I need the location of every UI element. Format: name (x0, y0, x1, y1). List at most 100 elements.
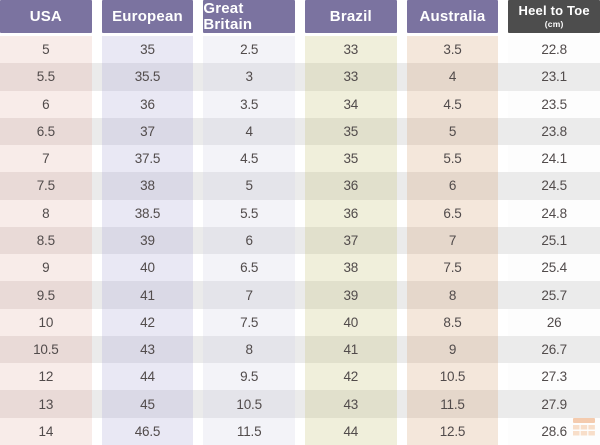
table-cell: 45 (101, 390, 194, 418)
table-cell: 36 (304, 199, 397, 227)
table-cell: 9.5 (203, 363, 295, 391)
table-row: 8 38.5 5.5 36 6.5 24.8 (0, 199, 600, 227)
table-cell: 28.6 (508, 417, 600, 445)
table-cell: 44 (304, 417, 397, 445)
table-cell: 4.5 (203, 145, 295, 173)
table-cell: 23.1 (508, 63, 600, 91)
table-row: 5 35 2.5 33 3.5 22.8 (0, 36, 600, 64)
table-cell: 6.5 (0, 117, 92, 146)
table-cell: 10.5 (203, 390, 295, 418)
table-row: 6.5 37 4 35 5 23.8 (0, 117, 600, 146)
table-cell: 35.5 (101, 63, 194, 91)
table-cell: 40 (101, 254, 194, 282)
table-row: 10.5 43 8 41 9 26.7 (0, 335, 600, 364)
table-cell: 26 (508, 308, 600, 336)
table-row: 6 36 3.5 34 4.5 23.5 (0, 90, 600, 118)
table-cell: 12 (0, 363, 92, 391)
table-cell: 33 (304, 36, 397, 64)
table-cell: 42 (304, 363, 397, 391)
table-cell: 44 (101, 363, 194, 391)
column-header-european: European (101, 0, 194, 33)
table-cell: 3.5 (406, 36, 499, 64)
table-row: 7 37.5 4.5 35 5.5 24.1 (0, 145, 600, 173)
table-cell: 25.4 (508, 254, 600, 282)
table-cell: 5 (0, 36, 92, 64)
table-row: 8.5 39 6 37 7 25.1 (0, 226, 600, 255)
table-cell: 24.8 (508, 199, 600, 227)
watermark-table-icon (572, 417, 596, 442)
table-cell: 42 (101, 308, 194, 336)
table-cell: 37 (304, 226, 397, 255)
column-header-label: Heel to Toe (518, 3, 590, 19)
table-cell: 41 (101, 281, 194, 309)
table-cell: 36 (304, 172, 397, 200)
table-cell: 23.8 (508, 117, 600, 146)
table-cell: 8 (0, 199, 92, 227)
table-cell: 6 (203, 226, 295, 255)
table-cell: 9 (0, 254, 92, 282)
table-cell: 5 (406, 117, 499, 146)
table-cell: 35 (101, 36, 194, 64)
table-row: 9 40 6.5 38 7.5 25.4 (0, 254, 600, 282)
table-cell: 4 (203, 117, 295, 146)
table-cell: 24.1 (508, 145, 600, 173)
table-cell: 24.5 (508, 172, 600, 200)
column-header-australia: Australia (406, 0, 499, 33)
column-header-heel-to-toe: Heel to Toe (cm) (508, 0, 600, 33)
table-cell: 25.7 (508, 281, 600, 309)
table-cell: 8 (406, 281, 499, 309)
table-cell: 7 (406, 226, 499, 255)
table-cell: 37 (101, 117, 194, 146)
table-cell: 12.5 (406, 417, 499, 445)
column-header-brazil: Brazil (304, 0, 397, 33)
table-cell: 39 (304, 281, 397, 309)
column-header-usa: USA (0, 0, 92, 33)
table-cell: 4 (406, 63, 499, 91)
column-header-unit-label: (cm) (544, 18, 564, 29)
table-cell: 7.5 (203, 308, 295, 336)
table-cell: 25.1 (508, 226, 600, 255)
table-cell: 8 (203, 335, 295, 364)
table-row: 13 45 10.5 43 11.5 27.9 (0, 390, 600, 418)
table-cell: 26.7 (508, 335, 600, 364)
table-cell: 6.5 (203, 254, 295, 282)
table-row: 9.5 41 7 39 8 25.7 (0, 281, 600, 309)
table-cell: 9.5 (0, 281, 92, 309)
table-cell: 8.5 (0, 226, 92, 255)
column-header-label: USA (29, 7, 62, 25)
table-cell: 33 (304, 63, 397, 91)
table-cell: 23.5 (508, 90, 600, 118)
table-cell: 2.5 (203, 36, 295, 64)
table-cell: 9 (406, 335, 499, 364)
table-cell: 10 (0, 308, 92, 336)
table-row: 7.5 38 5 36 6 24.5 (0, 172, 600, 200)
table-cell: 37.5 (101, 145, 194, 173)
table-cell: 7 (203, 281, 295, 309)
table-cell: 35 (304, 145, 397, 173)
table-cell: 7.5 (0, 172, 92, 200)
table-cell: 14 (0, 417, 92, 445)
table-cell: 5 (203, 172, 295, 200)
table-cell: 11.5 (203, 417, 295, 445)
table-cell: 34 (304, 90, 397, 118)
table-cell: 10.5 (0, 335, 92, 364)
table-cell: 3 (203, 63, 295, 91)
table-cell: 43 (304, 390, 397, 418)
table-cell: 27.9 (508, 390, 600, 418)
column-header-great-britain: Great Britain (203, 0, 295, 33)
table-cell: 41 (304, 335, 397, 364)
table-cell: 6.5 (406, 199, 499, 227)
column-header-label: Brazil (329, 7, 372, 25)
table-cell: 11.5 (406, 390, 499, 418)
table-cell: 13 (0, 390, 92, 418)
table-row: 12 44 9.5 42 10.5 27.3 (0, 363, 600, 391)
table-cell: 5.5 (0, 63, 92, 91)
table-cell: 4.5 (406, 90, 499, 118)
table-cell: 38 (304, 254, 397, 282)
table-cell: 6 (0, 90, 92, 118)
column-header-label: European (112, 7, 183, 25)
table-cell: 8.5 (406, 308, 499, 336)
table-cell: 35 (304, 117, 397, 146)
table-cell: 5.5 (406, 145, 499, 173)
table-header-row: USA European Great Britain Brazil Austra… (0, 0, 600, 33)
